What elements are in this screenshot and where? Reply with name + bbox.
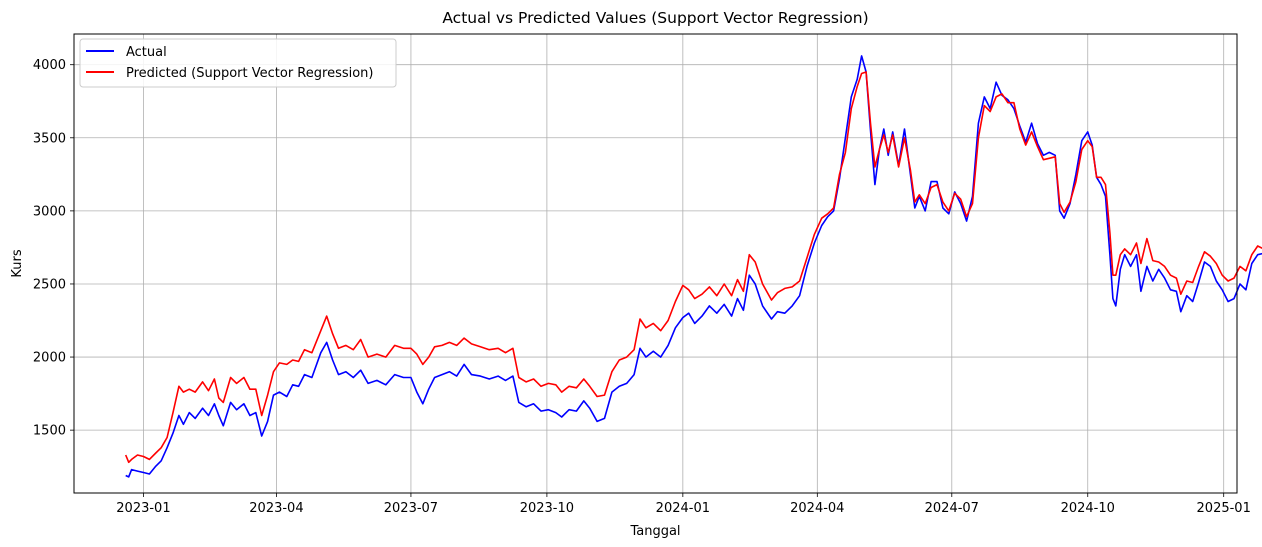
series-line-predicted xyxy=(124,71,1262,464)
grid xyxy=(74,34,1237,493)
x-tick-label-0: 2023-01 xyxy=(116,501,170,516)
y-tick-label-0: 1500 xyxy=(33,424,66,439)
axis-ticks: 2023-01 2023-04 2023-07 2023-10 2024-01 2024-… xyxy=(33,58,1251,516)
plot-area xyxy=(124,55,1262,478)
x-tick-label-4: 2024-01 xyxy=(656,501,710,516)
x-tick-label-1: 2023-04 xyxy=(249,501,303,516)
x-axis-label: Tanggal xyxy=(629,524,680,539)
chart-title: Actual vs Predicted Values (Support Vect… xyxy=(442,9,868,27)
y-tick-label-4: 3500 xyxy=(33,131,66,146)
x-tick-label-8: 2025-01 xyxy=(1197,501,1251,516)
y-axis-label: Kurs xyxy=(10,249,25,277)
x-tick-label-3: 2023-10 xyxy=(520,501,574,516)
y-tick-label-1: 2000 xyxy=(33,351,66,366)
y-tick-label-2: 2500 xyxy=(33,277,66,292)
x-tick-label-6: 2024-07 xyxy=(925,501,979,516)
x-tick-label-7: 2024-10 xyxy=(1061,501,1115,516)
axes-frame xyxy=(73,33,1238,494)
y-tick-label-3: 3000 xyxy=(33,204,66,219)
series-line-actual xyxy=(125,55,1262,478)
legend-label-actual: Actual xyxy=(126,45,167,60)
x-tick-label-5: 2024-04 xyxy=(790,501,844,516)
x-tick-label-2: 2023-07 xyxy=(384,501,438,516)
legend: Actual Predicted (Support Vector Regress… xyxy=(79,38,397,88)
legend-label-predicted: Predicted (Support Vector Regression) xyxy=(126,66,374,81)
legend-box xyxy=(79,38,397,88)
y-tick-label-5: 4000 xyxy=(33,58,66,73)
